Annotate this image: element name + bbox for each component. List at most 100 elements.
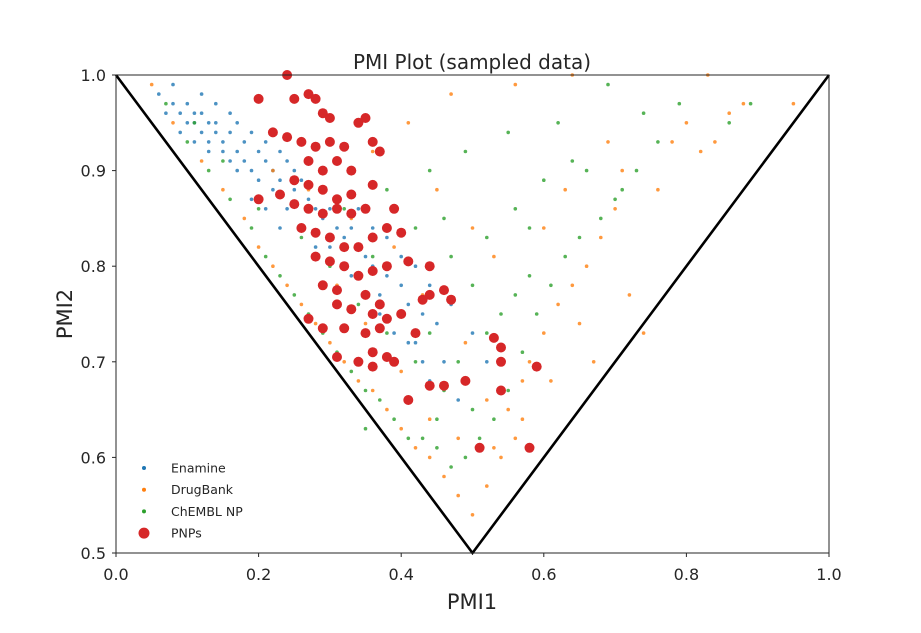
pnp-point	[353, 117, 364, 128]
data-point	[263, 140, 268, 144]
data-point	[449, 465, 453, 469]
y-tick-label: 0.5	[81, 544, 106, 563]
data-point	[485, 360, 489, 364]
data-point	[577, 235, 582, 240]
pnp-point	[460, 375, 471, 386]
data-point	[214, 130, 218, 135]
data-point	[328, 207, 332, 211]
x-axis-label: PMI1	[447, 590, 497, 614]
data-point	[435, 321, 439, 326]
pnp-point	[424, 289, 435, 300]
ticks-layer: 0.0 0.2 0.4 0.6 0.8 1.0 0.5 0.6 0.7 0.8 0.9 1.0	[81, 66, 842, 584]
pnp-point	[374, 323, 385, 334]
data-point	[506, 130, 511, 135]
data-point	[278, 226, 282, 230]
pnp-point	[310, 93, 321, 104]
pnp-point	[360, 328, 371, 339]
pnp-point	[324, 136, 335, 147]
data-point	[727, 121, 731, 125]
y-tick-label: 0.8	[81, 257, 106, 276]
data-point	[192, 111, 197, 115]
data-point	[235, 121, 239, 125]
data-point	[385, 187, 389, 192]
data-point	[370, 254, 375, 259]
pnp-point	[346, 189, 357, 200]
data-point	[620, 187, 624, 192]
pnp-point	[360, 203, 371, 214]
legend-label: Enamine	[171, 461, 226, 476]
pnp-point	[253, 194, 264, 205]
pnp-point	[324, 232, 335, 243]
data-point	[178, 111, 182, 115]
data-point	[256, 245, 261, 249]
data-point	[442, 474, 446, 479]
data-point	[399, 254, 404, 259]
data-point	[406, 121, 411, 125]
data-point	[713, 140, 717, 144]
data-point	[527, 274, 532, 278]
x-tick-label: 0.6	[531, 565, 556, 584]
pnp-point	[396, 227, 407, 238]
data-point	[463, 149, 468, 154]
data-point	[242, 140, 247, 144]
pnp-point	[267, 127, 278, 138]
data-point	[363, 426, 368, 431]
pnp-point	[317, 184, 328, 195]
pnp-point	[381, 261, 392, 272]
data-point	[164, 111, 168, 115]
series-enamine	[157, 82, 489, 402]
legend-label: ChEMBL NP	[171, 504, 243, 519]
data-point	[670, 140, 674, 144]
data-point	[427, 331, 432, 335]
pnp-point	[332, 203, 342, 214]
pnp-point	[303, 89, 314, 100]
data-point	[463, 455, 468, 460]
pnp-point	[524, 442, 535, 453]
pnp-point	[275, 189, 285, 200]
data-point	[563, 187, 567, 192]
data-point	[549, 283, 553, 288]
pnp-point	[367, 232, 378, 243]
data-point	[263, 159, 268, 163]
pnp-point	[310, 141, 321, 152]
data-point	[206, 140, 211, 144]
pnp-point	[367, 266, 378, 276]
data-point	[492, 417, 496, 422]
data-point	[313, 245, 318, 249]
data-point	[356, 302, 361, 307]
data-point	[392, 331, 396, 335]
data-point	[606, 82, 610, 87]
data-point	[206, 149, 211, 154]
data-point	[456, 398, 461, 402]
data-point	[292, 187, 297, 192]
pnp-point	[332, 285, 342, 296]
pnp-point	[339, 242, 350, 253]
pnp-point	[346, 165, 357, 176]
pnp-point	[289, 175, 300, 186]
data-point	[356, 379, 361, 383]
pnp-point	[339, 323, 350, 334]
data-point	[199, 159, 204, 163]
data-point	[278, 274, 282, 278]
pnp-point	[289, 93, 300, 104]
data-point	[485, 484, 489, 488]
data-point	[584, 168, 589, 173]
data-point	[542, 331, 546, 335]
data-point	[527, 360, 532, 364]
pnp-point	[403, 395, 414, 405]
data-point	[513, 207, 518, 211]
data-point	[413, 264, 418, 269]
data-point	[214, 121, 218, 125]
legend-label: DrugBank	[171, 482, 234, 497]
data-point	[470, 513, 475, 517]
data-point	[470, 283, 475, 288]
data-point	[456, 493, 461, 498]
data-point	[157, 92, 161, 96]
pnp-point	[367, 309, 378, 319]
data-point	[313, 321, 318, 326]
data-point	[370, 149, 375, 154]
data-point	[563, 254, 567, 259]
data-point	[470, 407, 475, 412]
pnp-point	[374, 299, 385, 310]
data-point	[613, 197, 617, 202]
